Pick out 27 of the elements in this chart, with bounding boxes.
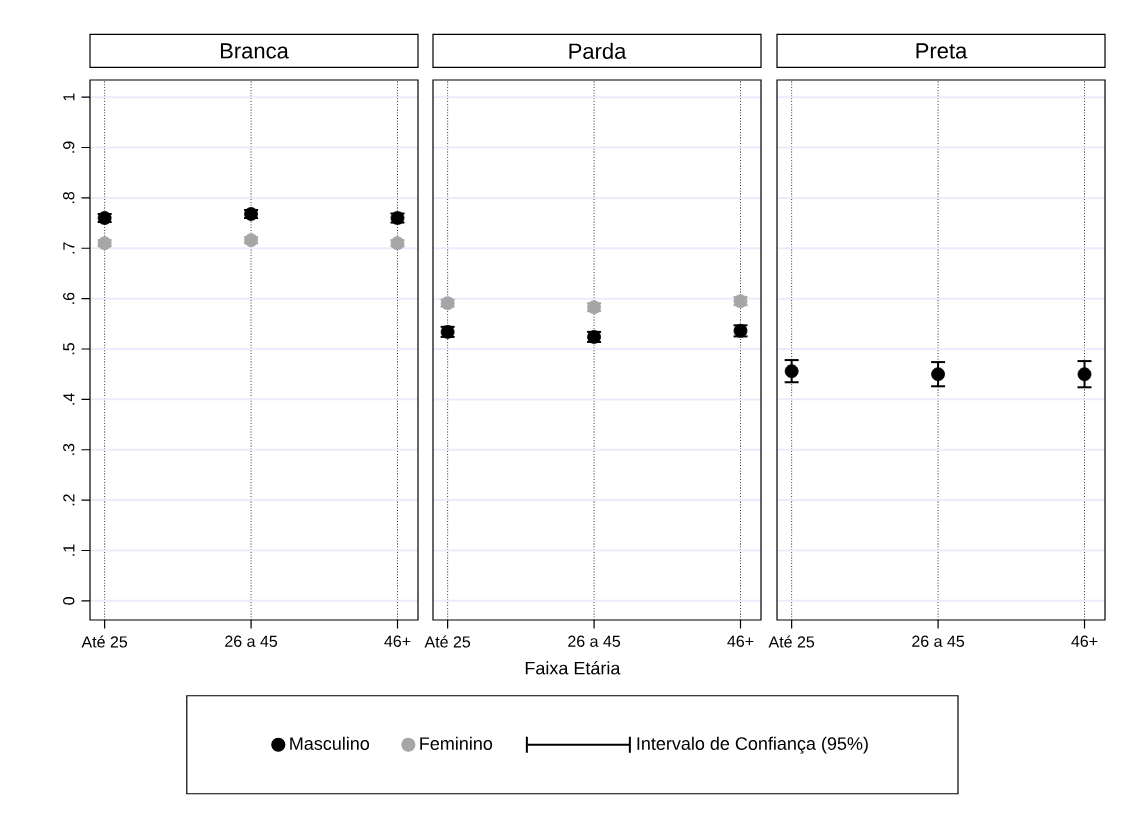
x-tick-label: 46+ (1071, 635, 1098, 647)
y-tick-label: 1 (63, 93, 75, 101)
x-tick-label: 26 a 45 (912, 635, 965, 647)
x-tick-label: 46+ (727, 635, 754, 647)
legend-label: Masculino (290, 736, 370, 750)
x-tick-label: 46+ (384, 635, 411, 647)
text: Intervalo de Confiança (95%) (637, 736, 868, 754)
y-tick-label: .6 (63, 292, 75, 304)
chart-title: Parda (569, 42, 627, 59)
y-tick-label: .3 (63, 443, 75, 455)
y-tick-label: .1 (63, 544, 75, 556)
legend-label: Feminino (420, 736, 493, 750)
y-tick-label: .7 (63, 242, 75, 254)
y-tick-label: .2 (63, 494, 75, 506)
y-tick-label: .5 (63, 343, 75, 355)
x-tick-label: Até 25 (768, 635, 815, 648)
y-tick-label: .4 (63, 393, 75, 405)
chart-title: Branca (220, 43, 289, 59)
y-tick-label: .9 (63, 141, 75, 153)
y-tick-label: .8 (63, 191, 75, 204)
x-tick-label: 26 a 45 (225, 635, 278, 647)
chart-title: Preta (916, 43, 968, 59)
x-axis-title: Faixa Etária (525, 661, 621, 675)
x-tick-label: Até 25 (81, 635, 128, 648)
y-tick-label: 0 (63, 597, 75, 605)
x-tick-label: Até 25 (424, 635, 471, 648)
x-tick-label: 26 a 45 (568, 635, 621, 647)
